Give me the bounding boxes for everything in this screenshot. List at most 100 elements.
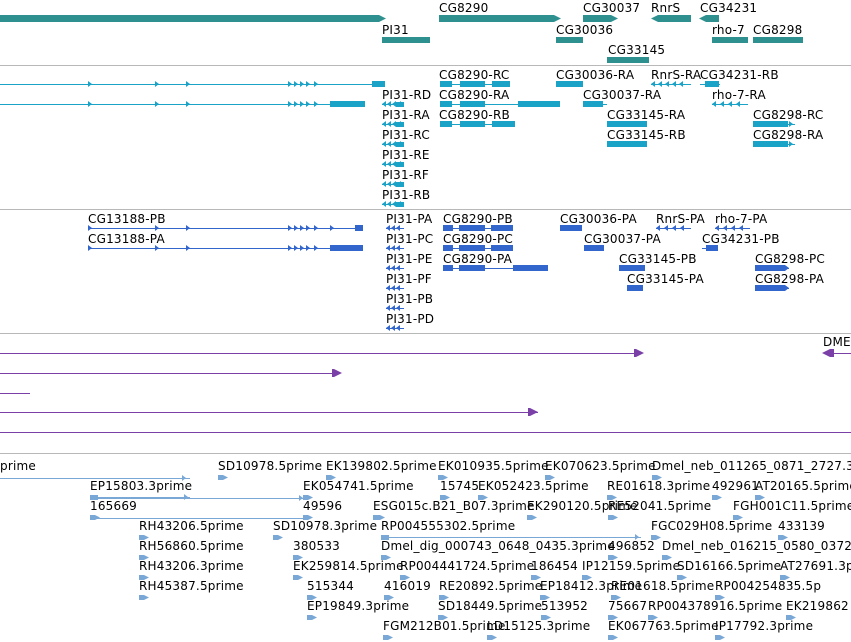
feature-glyph[interactable] [518,101,560,107]
feature-label[interactable]: CG8290-PA [443,252,513,266]
feature-label[interactable]: CG8290-RA [439,88,510,102]
gene-glyph[interactable] [531,575,541,580]
feature-label[interactable]: CG34231-RB [700,68,779,82]
feature-label[interactable]: EK070623.5prime [545,459,656,473]
feature-glyph[interactable] [382,37,430,43]
feature-label[interactable]: RP004441724.5prime [400,559,535,573]
gene-glyph[interactable] [540,595,550,600]
gene-glyph[interactable] [608,515,618,520]
feature-label[interactable]: CG8290-PB [443,212,513,226]
gene-glyph[interactable] [373,515,385,520]
gene-glyph[interactable] [438,615,448,620]
feature-glyph[interactable] [443,245,453,251]
feature-glyph[interactable] [560,225,582,231]
feature-label[interactable]: 15745 [440,479,480,493]
gene-glyph[interactable] [822,349,834,357]
feature-label[interactable]: CG34231-PB [702,232,780,246]
feature-label[interactable]: RP004555302.5prime [381,519,516,533]
feature-glyph[interactable] [492,81,510,87]
feature-label[interactable]: IP12159.5prime [582,559,681,573]
feature-label[interactable]: EK290120.5prime [527,499,638,513]
feature-label[interactable]: PI31-RE [382,148,430,162]
feature-label[interactable]: PI31-PD [386,312,435,326]
feature-label[interactable]: PI31-RA [382,108,430,122]
gene-glyph[interactable] [699,15,719,22]
feature-label[interactable]: IP17792.3prime [715,619,814,633]
feature-glyph[interactable] [460,101,485,107]
feature-label[interactable]: RE01618.3prime [607,479,711,493]
feature-glyph[interactable] [396,142,404,147]
feature-glyph[interactable] [372,81,385,87]
feature-label[interactable]: RH56860.5prime [139,539,244,553]
feature-label[interactable]: CG30036 [556,23,614,37]
feature-label[interactable]: RE01618.5prime [611,579,715,593]
feature-glyph[interactable] [459,225,485,231]
gene-glyph[interactable] [528,408,538,416]
gene-glyph[interactable] [780,575,790,580]
feature-glyph[interactable] [706,245,718,251]
feature-label[interactable]: EK067763.5prime [608,619,719,633]
feature-label[interactable]: FGC029H08.5prime [651,519,773,533]
feature-label[interactable]: 75667 [608,599,648,613]
feature-glyph[interactable] [440,81,452,87]
feature-glyph[interactable] [396,102,404,107]
feature-glyph[interactable] [556,37,583,43]
feature-label[interactable]: SD18449.5prime [438,599,543,613]
feature-label[interactable]: 513952 [541,599,589,613]
feature-label[interactable]: RP004378916.5prime [648,599,783,613]
feature-label[interactable]: PI31 [382,23,409,37]
gene-glyph[interactable] [326,475,336,480]
gene-glyph[interactable] [652,475,662,480]
gene-glyph[interactable] [778,535,788,540]
gene-glyph[interactable] [487,635,497,640]
gene-glyph[interactable] [786,615,796,620]
gene-glyph[interactable] [527,515,537,520]
gene-glyph[interactable] [677,575,687,580]
feature-label[interactable]: CG8298-RC [753,108,824,122]
gene-glyph[interactable] [400,575,410,580]
feature-glyph[interactable] [753,141,788,147]
feature-label[interactable]: EK054741.5prime [303,479,414,493]
feature-label[interactable]: CG13188-PB [88,212,166,226]
feature-label[interactable]: CG30037 [583,1,641,15]
feature-glyph[interactable] [705,81,719,87]
feature-label[interactable]: CG34231 [700,1,758,15]
gene-glyph[interactable] [541,615,551,620]
gene-glyph[interactable] [651,15,691,22]
feature-label[interactable]: rho-7 [712,23,745,37]
feature-label[interactable]: RnrS-PA [656,212,705,226]
gene-glyph[interactable] [383,635,393,640]
gene-glyph[interactable] [608,555,618,560]
feature-label[interactable]: rho-7-RA [712,88,766,102]
feature-label[interactable]: SD16166.5prime [677,559,782,573]
gene-glyph[interactable] [303,515,313,520]
feature-glyph[interactable] [396,182,404,187]
feature-label[interactable]: CG8298-PC [755,252,825,266]
feature-label[interactable]: PI31-PC [386,232,434,246]
feature-glyph[interactable] [459,265,485,271]
gene-glyph[interactable] [478,495,488,500]
feature-glyph[interactable] [755,285,785,291]
feature-label[interactable]: PI31-RB [382,188,431,202]
feature-label[interactable]: CG8290-RB [439,108,510,122]
gene-glyph[interactable] [273,535,283,540]
feature-label[interactable]: CG33145-RB [607,128,686,142]
feature-label[interactable]: CG30037-RA [583,88,662,102]
feature-glyph[interactable] [753,121,788,127]
feature-label[interactable]: 380533 [293,539,341,553]
gene-glyph[interactable] [0,15,386,22]
gene-glyph[interactable] [439,595,449,600]
feature-label[interactable]: DME [823,335,851,349]
gene-glyph[interactable] [651,535,661,540]
feature-glyph[interactable] [712,37,748,43]
gene-glyph[interactable] [307,595,317,600]
feature-label[interactable]: PI31-RD [382,88,432,102]
feature-label[interactable]: CG33145-PA [627,272,704,286]
gene-glyph[interactable] [139,555,149,560]
feature-label[interactable]: PI31-RF [382,168,430,182]
gene-glyph[interactable] [583,15,618,22]
feature-glyph[interactable] [396,162,404,167]
gene-glyph[interactable] [634,349,644,357]
feature-label[interactable]: CG33145 [608,43,666,57]
feature-label[interactable]: 492961 [712,479,760,493]
